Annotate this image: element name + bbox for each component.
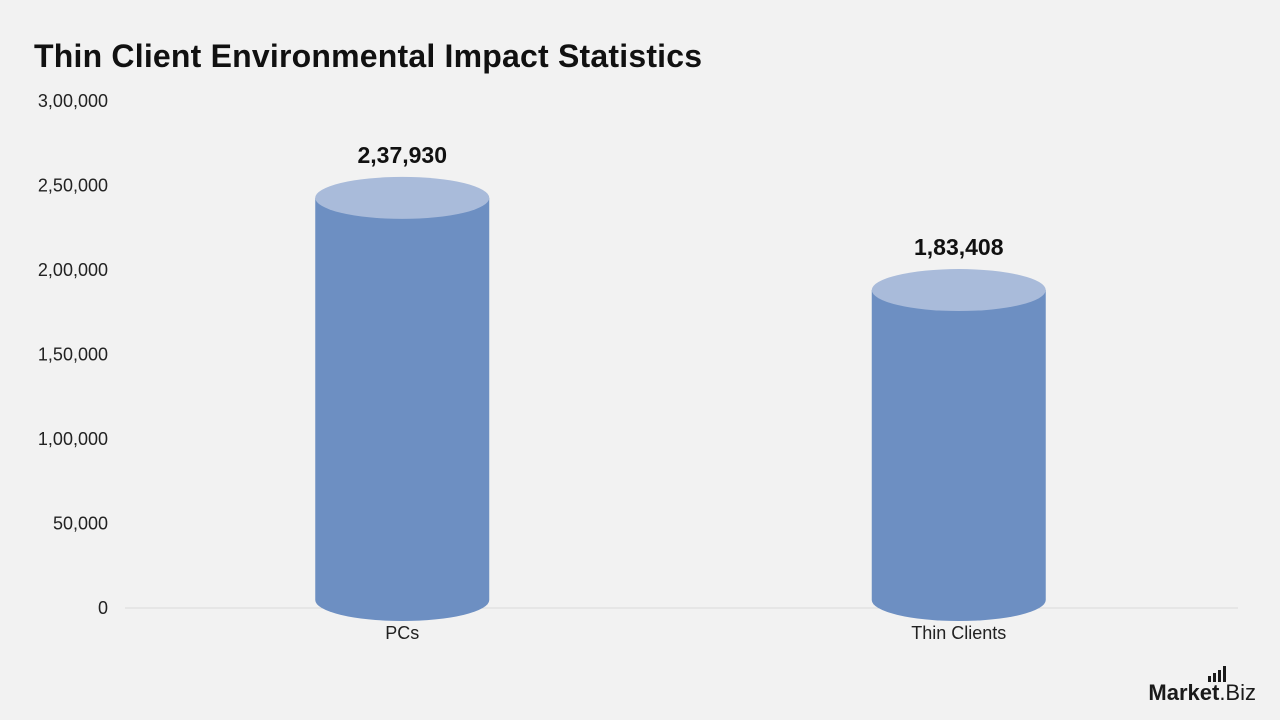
bar-value-label: 2,37,930 (357, 142, 447, 168)
brand-logo: Market .Biz (1148, 666, 1256, 706)
bar-cylinder-top (315, 176, 490, 219)
y-tick-label: 1,50,000 (38, 345, 108, 365)
bar-value-label: 1,83,408 (914, 234, 1004, 260)
y-tick-label: 2,00,000 (38, 260, 108, 280)
brand-name-bold: Market (1148, 680, 1220, 705)
y-tick-label: 1,00,000 (38, 429, 108, 449)
y-tick-label: 0 (98, 598, 108, 618)
chart-title: Thin Client Environmental Impact Statist… (34, 38, 703, 74)
bar-cylinder-body (315, 197, 490, 621)
y-tick-label: 50,000 (53, 514, 108, 534)
x-tick-label: Thin Clients (911, 623, 1006, 643)
bar-cylinder-body (871, 290, 1046, 621)
brand-bars-icon (1208, 666, 1227, 682)
x-tick-label: PCs (385, 623, 419, 643)
bar-cylinder-top (871, 269, 1046, 312)
y-tick-label: 2,50,000 (38, 176, 108, 196)
brand-name-suffix: .Biz (1219, 680, 1256, 705)
y-tick-label: 3,00,000 (38, 91, 108, 111)
